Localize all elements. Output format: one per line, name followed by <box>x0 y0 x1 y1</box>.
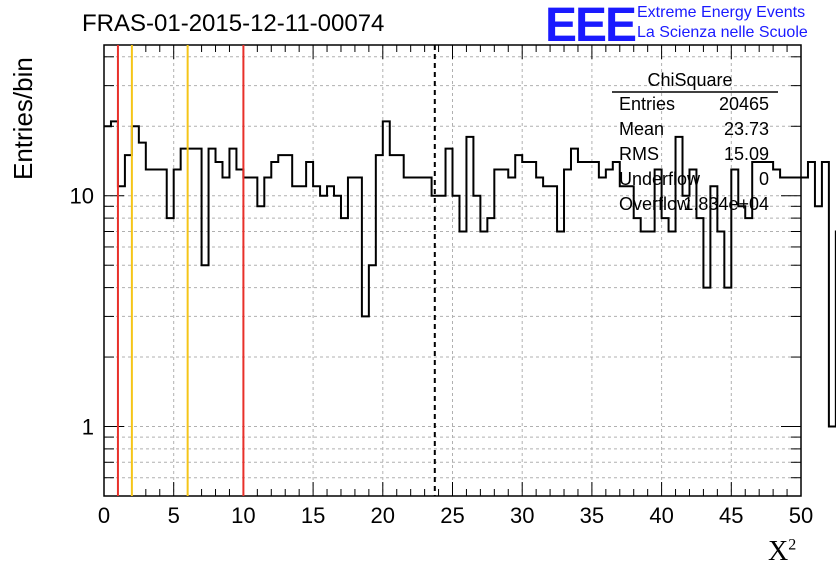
eee-logo: EEE <box>545 0 637 52</box>
y-tick-label: 10 <box>70 184 94 209</box>
stats-label: RMS <box>619 144 659 164</box>
logo-line-1: Extreme Energy Events <box>637 4 806 21</box>
x-tick-label: 10 <box>231 503 255 528</box>
stats-label: Mean <box>619 119 664 139</box>
x-tick-label: 50 <box>789 503 813 528</box>
x-tick-label: 35 <box>580 503 604 528</box>
x-axis-label: X2 <box>768 536 797 567</box>
stats-label: Entries <box>619 94 675 114</box>
x-tick-label: 45 <box>719 503 743 528</box>
x-tick-label: 20 <box>371 503 395 528</box>
stats-label: Overflow <box>619 194 691 214</box>
x-tick-label: 0 <box>98 503 110 528</box>
stats-value: 15.09 <box>724 144 769 164</box>
x-tick-label: 30 <box>510 503 534 528</box>
x-tick-label: 5 <box>168 503 180 528</box>
stats-value: 20465 <box>719 94 769 114</box>
stats-value: 23.73 <box>724 119 769 139</box>
y-tick-label: 1 <box>82 415 94 440</box>
stats-title: ChiSquare <box>647 70 732 90</box>
y-axis-label: Entries/bin <box>8 57 38 180</box>
x-tick-label: 15 <box>301 503 325 528</box>
chart-title: FRAS-01-2015-12-11-00074 <box>82 10 385 37</box>
stats-label: Underflow <box>619 169 701 189</box>
stats-value: 0 <box>759 169 769 189</box>
logo-line-2: La Scienza nelle Scuole <box>637 24 808 41</box>
histogram-series <box>104 120 836 428</box>
x-tick-label: 25 <box>440 503 464 528</box>
x-tick-label: 40 <box>649 503 673 528</box>
stats-value: 1.834e+04 <box>683 194 769 214</box>
